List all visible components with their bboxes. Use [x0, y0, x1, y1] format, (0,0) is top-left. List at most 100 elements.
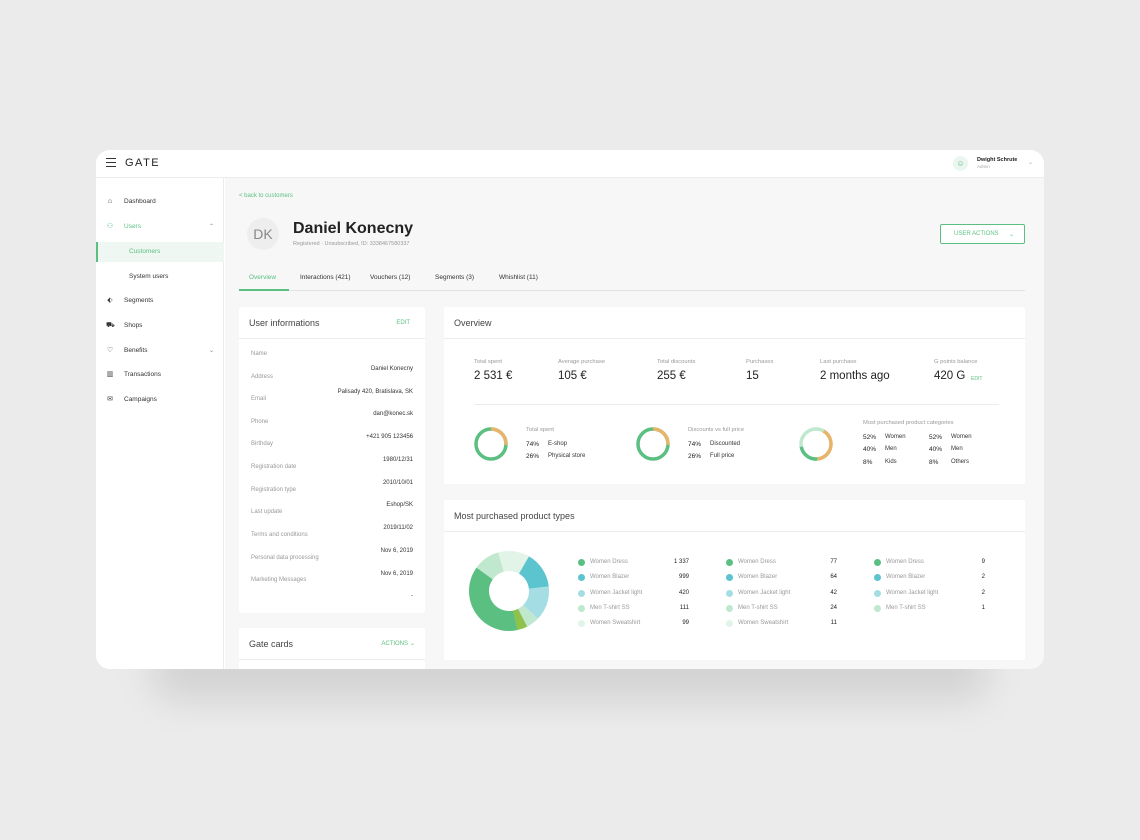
chart-icon: ▥: [106, 371, 114, 378]
field-label: Marketing Messages: [251, 577, 307, 583]
menu-icon[interactable]: [106, 158, 116, 168]
stat-label: G points balance: [934, 359, 978, 365]
user-avatar[interactable]: ☺: [953, 156, 968, 171]
product-types-donut: [469, 551, 549, 631]
field-value: Palisady 420, Bratislava, SK: [337, 389, 413, 395]
sidebar-item-transactions[interactable]: ▥ Transactions: [96, 364, 224, 386]
legend-label: Men T-shirt SS: [738, 605, 778, 611]
gate-cards-card: Gate cards ACTIONS ⌄: [239, 628, 425, 669]
sidebar-item-label: Shops: [124, 322, 143, 329]
legend-value: 2: [981, 590, 985, 596]
sidebar-item-users[interactable]: ⚇ Users ⌃: [96, 216, 224, 238]
field-value: 1980/12/31: [382, 457, 413, 463]
card-title: User informations: [249, 318, 320, 328]
legend-value: 1 337: [673, 559, 689, 565]
tab-vouchers[interactable]: Vouchers (12): [370, 274, 411, 281]
donut-label: Men: [951, 446, 963, 452]
legend-value: 24: [830, 605, 837, 611]
donut-pct: 40%: [863, 446, 877, 453]
chevron-down-icon[interactable]: ⌄: [208, 348, 214, 354]
tab-overview[interactable]: Overview: [249, 274, 277, 281]
back-link[interactable]: < back to customers: [239, 193, 293, 199]
edit-button[interactable]: EDIT: [396, 320, 410, 326]
sidebar-item-label: Users: [124, 223, 141, 230]
field-label: Registration date: [251, 464, 297, 470]
sidebar-item-label: Dashboard: [124, 198, 156, 205]
customer-subtitle: Registered · Unsubscribed, ID: 333846758…: [293, 241, 410, 247]
donut-pct: 52%: [863, 434, 877, 441]
actions-button[interactable]: ACTIONS: [381, 641, 408, 647]
chevron-up-icon[interactable]: ⌃: [208, 224, 214, 230]
tabs: Overview Interactions (421) Vouchers (12…: [239, 268, 1025, 291]
legend-dot: [874, 605, 881, 612]
legend-dot: [578, 590, 585, 597]
cart-icon: ⛟: [106, 322, 115, 329]
legend-label: Men T-shirt SS: [590, 605, 630, 611]
chevron-down-icon[interactable]: ⌄: [1028, 160, 1034, 166]
field-value: Nov 6, 2019: [380, 571, 413, 577]
legend-label: Women Jacket light: [738, 590, 791, 596]
field-label: Phone: [251, 419, 269, 425]
user-actions-button[interactable]: USER ACTIONS ⌄: [940, 224, 1025, 244]
divider: [444, 531, 1025, 532]
sidebar-item-label: Transactions: [124, 371, 161, 378]
chevron-down-icon[interactable]: ⌄: [409, 641, 415, 647]
legend-value: 77: [830, 559, 837, 565]
field-value: dan@konec.sk: [373, 411, 413, 417]
legend-value: 9: [981, 559, 985, 565]
field-label: Terms and conditions: [251, 532, 308, 538]
legend-dot: [726, 590, 733, 597]
field-value: 2019/11/02: [383, 525, 413, 531]
sidebar-item-label: Segments: [124, 297, 154, 304]
legend-label: Women Dress: [590, 559, 628, 565]
donut-label: Others: [951, 459, 970, 465]
donut-label: Physical store: [548, 453, 586, 459]
sidebar-item-benefits[interactable]: ♡ Benefits ⌄: [96, 340, 224, 362]
sidebar-subitem-customers[interactable]: Customers: [96, 242, 224, 262]
legend-label: Women Dress: [886, 559, 924, 565]
sidebar: ⌂ Dashboard ⚇ Users ⌃ Customers System u…: [96, 178, 224, 669]
stat-label: Total discounts: [657, 359, 696, 365]
sidebar-item-campaigns[interactable]: ✉ Campaigns: [96, 389, 224, 411]
donut-label: Men: [885, 446, 897, 452]
legend-value: 420: [678, 590, 689, 596]
legend-label: Women Blazer: [886, 574, 926, 580]
edit-points-button[interactable]: EDIT: [971, 376, 983, 382]
logo: GATE: [125, 157, 161, 169]
stat-label: Purchases: [746, 359, 774, 365]
tag-icon: ⬖: [107, 297, 113, 304]
legend-dot: [726, 559, 733, 566]
sidebar-item-label: Campaigns: [124, 396, 157, 403]
field-label: Email: [251, 396, 267, 402]
legend-label: Women Dress: [738, 559, 776, 565]
donut-pct: 74%: [688, 441, 702, 448]
field-label: Birthday: [251, 441, 274, 447]
donut-label: Discounted: [710, 441, 741, 447]
stat-value: 2 531 €: [474, 370, 513, 382]
donut-label: Full price: [710, 453, 735, 459]
legend-dot: [578, 559, 585, 566]
sidebar-item-segments[interactable]: ⬖ Segments: [96, 290, 224, 312]
tab-segments[interactable]: Segments (3): [435, 274, 475, 281]
card-title: Overview: [454, 318, 492, 328]
tab-interactions[interactable]: Interactions (421): [300, 274, 351, 281]
chevron-down-icon: ⌄: [1008, 232, 1014, 238]
legend-dot: [578, 620, 585, 627]
sidebar-subitem-system-users[interactable]: System users: [96, 267, 224, 287]
tab-whishlist[interactable]: Whishlist (11): [499, 274, 538, 281]
sidebar-item-dashboard[interactable]: ⌂ Dashboard: [96, 191, 224, 213]
stat-value: 255 €: [657, 370, 686, 382]
field-label: Personal data processing: [251, 555, 319, 561]
legend-label: Women Jacket light: [590, 590, 643, 596]
sidebar-item-shops[interactable]: ⛟ Shops: [96, 315, 224, 337]
legend-label: Men T-shirt SS: [886, 605, 926, 611]
user-role: Admin: [977, 164, 990, 169]
main-content: < back to customers DK Daniel Konecny Re…: [225, 178, 1044, 669]
donut-label: Kids: [885, 459, 897, 465]
user-name[interactable]: Dwight Schrute: [977, 157, 1018, 163]
active-tab-indicator: [239, 289, 289, 291]
field-value: -: [411, 593, 413, 599]
legend-dot: [874, 590, 881, 597]
legend-value: 11: [830, 620, 837, 626]
legend-label: Women Sweatshirt: [738, 620, 789, 626]
